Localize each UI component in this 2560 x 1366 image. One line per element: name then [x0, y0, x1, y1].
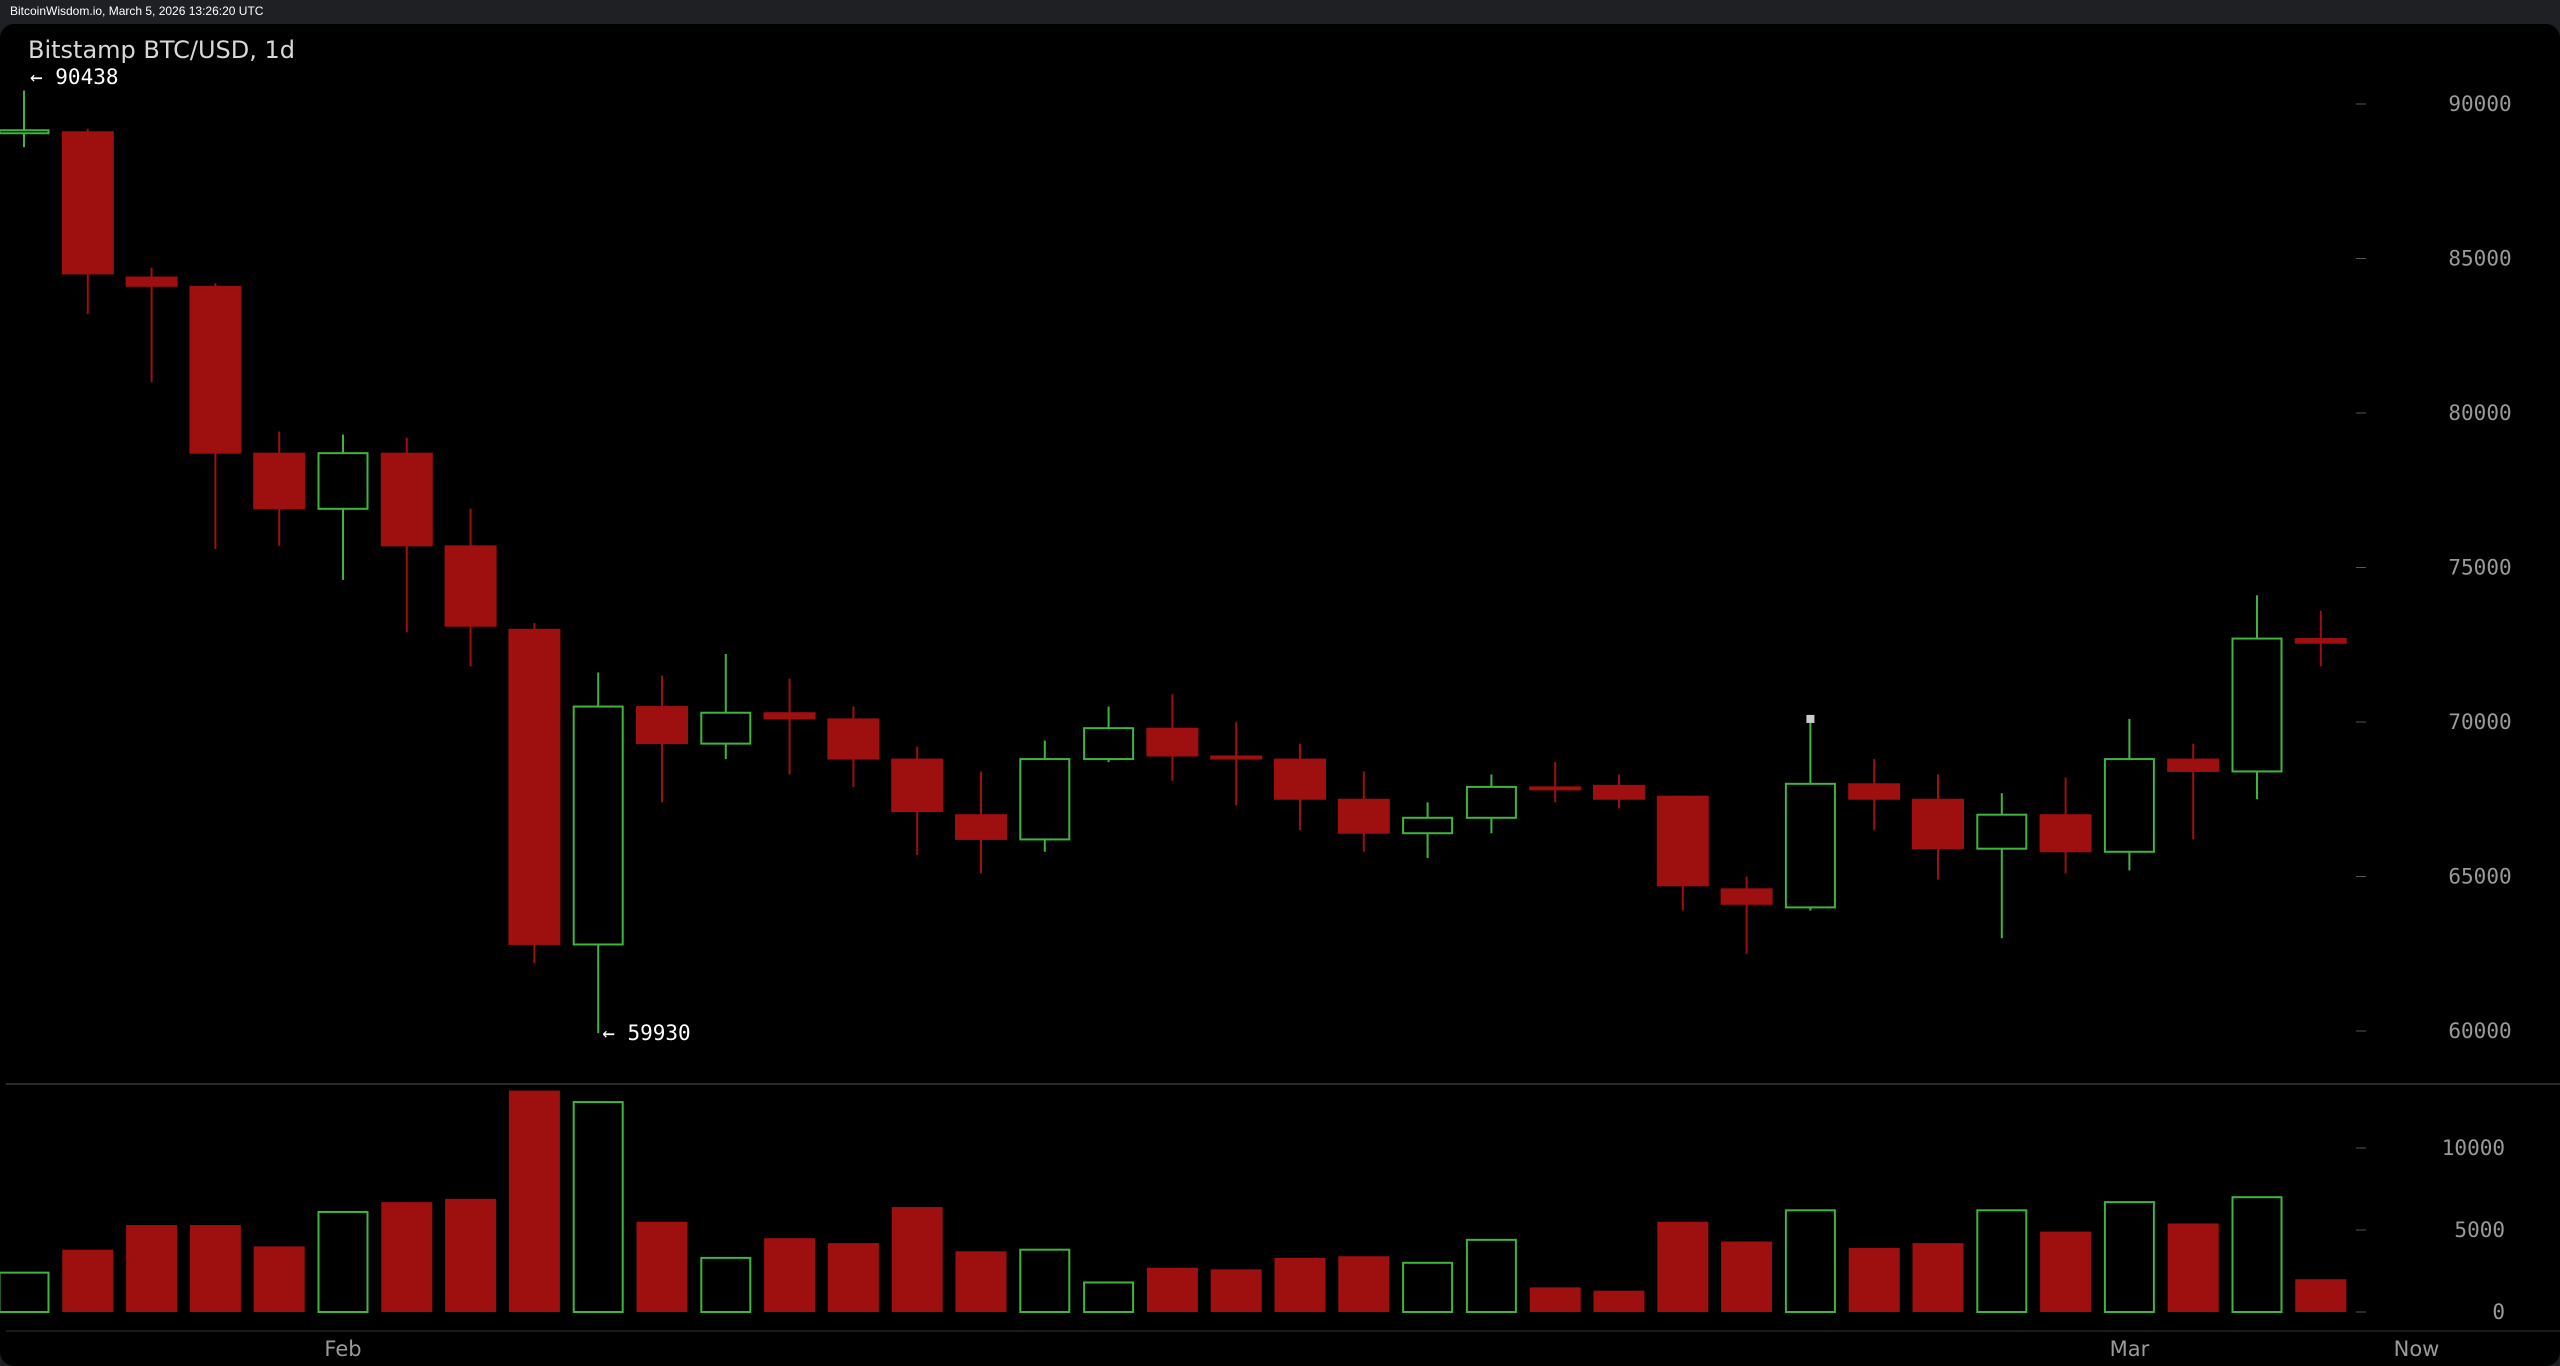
volume-bar-down — [1274, 1257, 1326, 1312]
candle-body-down — [1848, 783, 1901, 800]
candle-body-up — [1402, 816, 1454, 835]
price-tick-label: 75000 — [2448, 556, 2511, 580]
candle-body-down — [1656, 795, 1709, 887]
candle-body-up — [2103, 758, 2155, 853]
candle-body-up — [572, 705, 624, 946]
volume-bar-up — [1465, 1238, 1517, 1313]
volume-bar-down — [1593, 1290, 1645, 1312]
candle-body-down — [1274, 758, 1326, 800]
volume-bar-down — [381, 1202, 433, 1312]
candle-body-down — [189, 285, 242, 454]
chart-title: Bitstamp BTC/USD, 1d — [28, 36, 296, 64]
candle-body-down — [1720, 888, 1773, 905]
candle-body-up — [700, 711, 752, 745]
volume-bar-down — [508, 1090, 560, 1312]
candle-body-down — [2294, 638, 2347, 644]
volume-tick-label: 5000 — [2454, 1218, 2505, 1242]
volume-bar-down — [189, 1225, 241, 1312]
candle-body-down — [125, 276, 178, 287]
window-header-text: BitcoinWisdom.io, March 5, 2026 13:26:20… — [10, 4, 264, 18]
candle-body-down — [1146, 727, 1199, 757]
price-tick-label: 65000 — [2448, 865, 2511, 889]
volume-bar-down — [955, 1251, 1007, 1312]
candle-body-down — [891, 758, 944, 813]
candlestick-chart[interactable]: 60000 65000 70000 75000 80000 85000 90000 0 5000… — [0, 24, 2560, 1366]
date-label-now: Now — [2394, 1337, 2440, 1361]
volume-bar-up — [2103, 1201, 2155, 1313]
candle-body-up — [0, 129, 50, 135]
volume-bar-down — [1146, 1267, 1198, 1312]
volume-bar-up — [1402, 1261, 1454, 1314]
price-tick-label: 80000 — [2448, 401, 2511, 425]
price-tick-label: 70000 — [2448, 710, 2511, 734]
volume-bar-down — [2295, 1279, 2347, 1312]
volume-bar-down — [1912, 1243, 1964, 1312]
volume-bar-up — [700, 1256, 752, 1314]
candle-body-down — [1210, 755, 1263, 760]
volume-bar-down — [445, 1198, 497, 1312]
low-price-label: ← 59930 — [602, 1021, 691, 1046]
candle-body-down — [2039, 814, 2092, 853]
volume-tick-label: 0 — [2492, 1300, 2505, 1324]
candle-body-down — [636, 706, 688, 745]
candle-body-down — [1337, 798, 1390, 834]
volume-bar-down — [126, 1225, 178, 1312]
volume-bar-down — [1721, 1241, 1773, 1312]
volume-bar-up — [572, 1101, 624, 1313]
volume-bar-up — [1083, 1281, 1135, 1313]
candle-body-down — [1593, 784, 1645, 800]
window-topbar: BitcoinWisdom.io, March 5, 2026 13:26:20… — [0, 0, 2560, 24]
volume-bar-down — [764, 1238, 816, 1312]
volume-bar-up — [317, 1210, 369, 1313]
volume-bar-down — [62, 1249, 114, 1312]
candle-body-up — [2231, 637, 2283, 773]
candle-body-down — [508, 628, 561, 945]
wick-marker — [1806, 714, 1815, 723]
candle-body-up — [1465, 785, 1517, 819]
volume-bar-up — [0, 1271, 50, 1314]
volume-bar-down — [636, 1221, 688, 1312]
candle-body-up — [1083, 727, 1135, 761]
candle-body-down — [61, 131, 114, 275]
volume-tick-label: 10000 — [2442, 1136, 2505, 1160]
volume-bar-up — [1784, 1209, 1836, 1313]
candle-body-down — [827, 718, 880, 760]
candle-body-down — [1529, 786, 1582, 791]
price-tick-label: 60000 — [2448, 1019, 2511, 1043]
candle-body-down — [2167, 758, 2220, 772]
volume-bar-up — [1019, 1248, 1071, 1314]
candle-body-down — [380, 452, 433, 547]
volume-bar-down — [891, 1207, 943, 1312]
volume-bar-up — [1976, 1209, 2028, 1313]
candle-body-up — [317, 452, 369, 510]
volume-bar-down — [1848, 1248, 1900, 1312]
candle-body-down — [955, 814, 1007, 840]
candle-body-down — [253, 452, 306, 510]
volume-bar-down — [827, 1243, 879, 1312]
price-tick-label: 90000 — [2448, 92, 2511, 116]
high-price-label: ← 90438 — [30, 65, 119, 90]
candle-body-down — [763, 712, 816, 720]
candle-body-up — [1976, 813, 2028, 850]
candle-body-up — [1784, 782, 1836, 909]
date-label-feb: Feb — [324, 1337, 361, 1361]
price-tick-label: 85000 — [2448, 247, 2511, 271]
volume-bar-down — [253, 1246, 305, 1312]
volume-bar-down — [2167, 1223, 2219, 1312]
candle-body-up — [1019, 758, 1071, 841]
chart-panel[interactable]: 60000 65000 70000 75000 80000 85000 90000 0 5000… — [0, 24, 2560, 1366]
volume-bar-down — [1529, 1287, 1581, 1312]
date-label-mar: Mar — [2110, 1337, 2150, 1361]
candle-body-down — [1912, 798, 1964, 850]
volume-bar-down — [1657, 1221, 1709, 1312]
volume-bar-up — [2231, 1196, 2283, 1313]
candle-body-down — [444, 545, 497, 627]
volume-bar-down — [2040, 1231, 2092, 1312]
volume-bar-down — [1338, 1256, 1390, 1312]
volume-bar-down — [1210, 1269, 1262, 1312]
